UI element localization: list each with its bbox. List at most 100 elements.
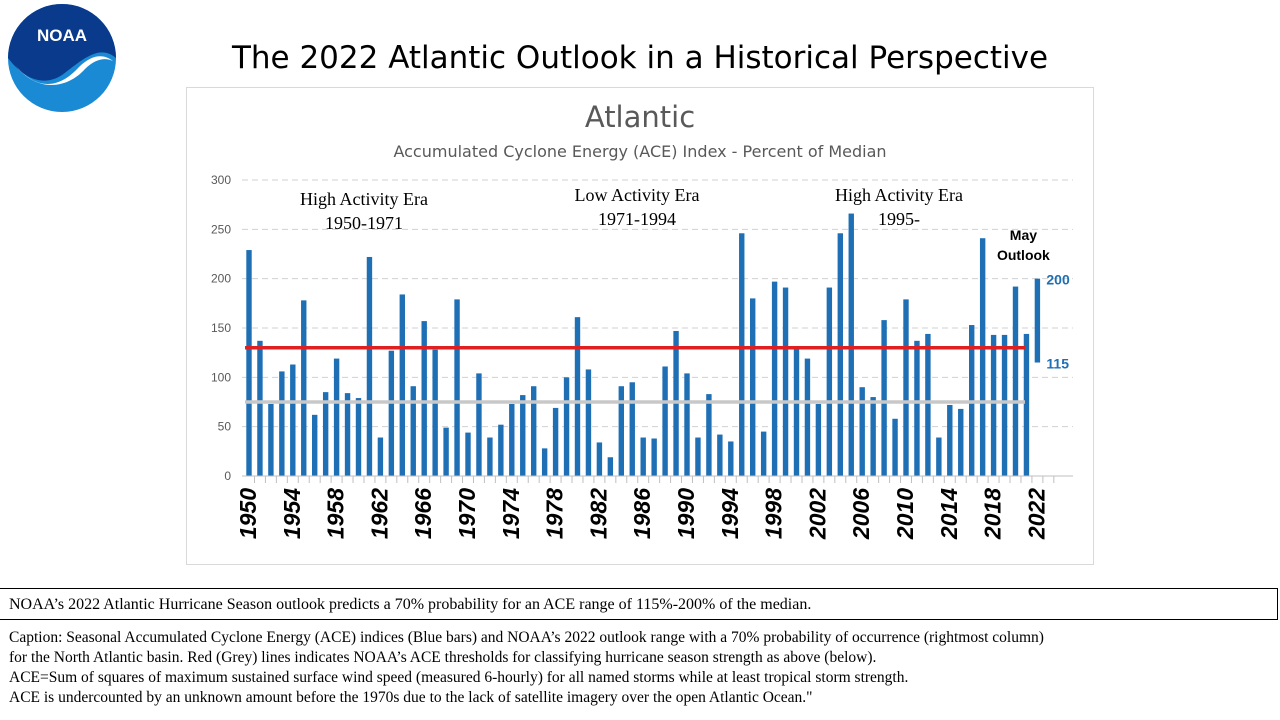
slide-title: The 2022 Atlantic Outlook in a Historica… (231, 40, 1049, 76)
bar-1955 (301, 300, 307, 476)
bar-2005 (848, 213, 854, 476)
bar-2014 (947, 404, 953, 476)
bar-2019 (1001, 334, 1008, 476)
chart-title: Atlantic (585, 100, 695, 134)
bar-2011 (914, 340, 920, 476)
bar-2002 (815, 403, 822, 476)
bar-1965 (410, 386, 416, 476)
x-tick-label: 2022 (1023, 488, 1049, 540)
caption-line: ACE=Sum of squares of maximum sustained … (9, 669, 909, 686)
bar-1966 (421, 321, 427, 476)
x-tick-label: 1970 (454, 488, 480, 539)
bar-1979 (563, 377, 570, 476)
bar-1983 (607, 457, 614, 476)
bar-1964 (399, 294, 405, 476)
outlook-statement-box: NOAA’s 2022 Atlantic Hurricane Season ou… (0, 588, 1278, 620)
bar-1957 (322, 392, 329, 476)
bar-1995 (739, 233, 745, 476)
x-tick-label: 1982 (585, 488, 611, 539)
bar-1991 (695, 437, 701, 476)
era-annotation: 1950-1971 (325, 213, 403, 233)
bar-1978 (552, 407, 559, 476)
x-tick-label: 2018 (980, 488, 1006, 540)
y-tick-label: 300 (211, 173, 231, 187)
bar-1990 (684, 373, 690, 476)
bar-1956 (312, 414, 318, 476)
bar-1971 (476, 373, 482, 476)
x-tick-label: 2002 (804, 488, 830, 540)
x-tick-label: 2010 (892, 488, 918, 540)
outlook-range-bar (1034, 278, 1041, 363)
bar-1953 (279, 371, 285, 476)
bar-1980 (574, 317, 581, 476)
bar-1974 (509, 403, 515, 476)
bar-2000 (793, 347, 800, 476)
y-tick-label: 100 (211, 370, 231, 384)
bar-2006 (859, 387, 865, 476)
x-tick-label: 1962 (366, 488, 392, 539)
x-tick-label: 1986 (629, 488, 655, 539)
logo-text: NOAA (37, 26, 87, 45)
bar-1981 (585, 369, 592, 476)
bar-1950 (246, 250, 252, 476)
bar-1999 (782, 287, 789, 476)
bar-2015 (958, 408, 964, 476)
chart-subtitle: Accumulated Cyclone Energy (ACE) Index -… (393, 142, 886, 161)
x-tick-label: 1966 (410, 488, 436, 539)
bar-2010 (903, 299, 909, 476)
bar-1962 (377, 437, 384, 476)
outlook-high-label: 200 (1046, 272, 1070, 288)
era-annotation: High Activity Era (835, 185, 963, 205)
bar-1952 (268, 403, 274, 476)
x-tick-label: 1958 (323, 488, 349, 539)
noaa-logo: NOAA (8, 4, 116, 112)
bar-1976 (531, 386, 537, 476)
bar-2012 (925, 333, 931, 476)
bar-1969 (454, 299, 460, 476)
y-tick-label: 200 (211, 272, 231, 286)
x-tick-label: 1994 (717, 488, 743, 539)
bar-1996 (750, 298, 756, 476)
caption: Caption: Seasonal Accumulated Cyclone En… (9, 628, 1277, 708)
bar-2004 (837, 233, 843, 476)
bar-2018 (990, 334, 997, 476)
bar-2009 (892, 418, 898, 476)
y-tick-label: 250 (211, 222, 231, 236)
outlook-label: May (1010, 227, 1037, 243)
bar-1984 (618, 386, 624, 476)
bar-2020 (1012, 286, 1019, 476)
bar-2017 (979, 238, 986, 476)
bar-1973 (498, 424, 504, 476)
bar-2008 (881, 320, 887, 476)
chart-area: Atlantic Accumulated Cyclone Energy (ACE… (186, 87, 1094, 565)
caption-line: Caption: Seasonal Accumulated Cyclone En… (9, 629, 1044, 646)
bar-1986 (640, 437, 646, 476)
bar-1997 (760, 431, 767, 476)
era-annotation: 1995- (878, 209, 920, 229)
x-tick-label: 1974 (498, 488, 524, 539)
x-tick-label: 1990 (673, 488, 699, 539)
bar-1968 (443, 427, 449, 476)
bar-1960 (355, 398, 362, 476)
outlook-statement: NOAA’s 2022 Atlantic Hurricane Season ou… (9, 596, 812, 613)
bar-1961 (366, 256, 373, 476)
bar-1959 (344, 393, 351, 476)
era-annotation: 1971-1994 (598, 209, 676, 229)
era-annotation: High Activity Era (300, 189, 428, 209)
bar-1987 (651, 438, 657, 476)
bar-1951 (257, 340, 263, 476)
bar-1975 (520, 395, 526, 476)
x-tick-label: 1954 (279, 488, 305, 539)
bar-1958 (333, 358, 340, 476)
bar-1977 (541, 448, 548, 476)
caption-line: for the North Atlantic basin. Red (Grey)… (9, 649, 877, 666)
bar-1992 (706, 394, 712, 476)
bar-1972 (487, 437, 493, 476)
bar-1967 (432, 349, 438, 476)
bar-1993 (717, 434, 723, 476)
outlook-label: Outlook (997, 247, 1050, 263)
outlook-low-label: 115 (1046, 356, 1069, 372)
bar-1988 (662, 366, 668, 476)
bar-1998 (771, 281, 778, 476)
y-tick-label: 150 (211, 321, 231, 335)
